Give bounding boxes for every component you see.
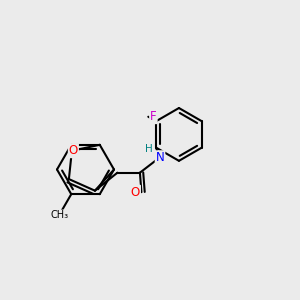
Text: N: N (156, 151, 164, 164)
Text: O: O (69, 144, 78, 157)
Text: O: O (131, 186, 140, 199)
Text: H: H (145, 144, 153, 154)
Text: F: F (150, 110, 157, 123)
Text: CH₃: CH₃ (50, 210, 68, 220)
